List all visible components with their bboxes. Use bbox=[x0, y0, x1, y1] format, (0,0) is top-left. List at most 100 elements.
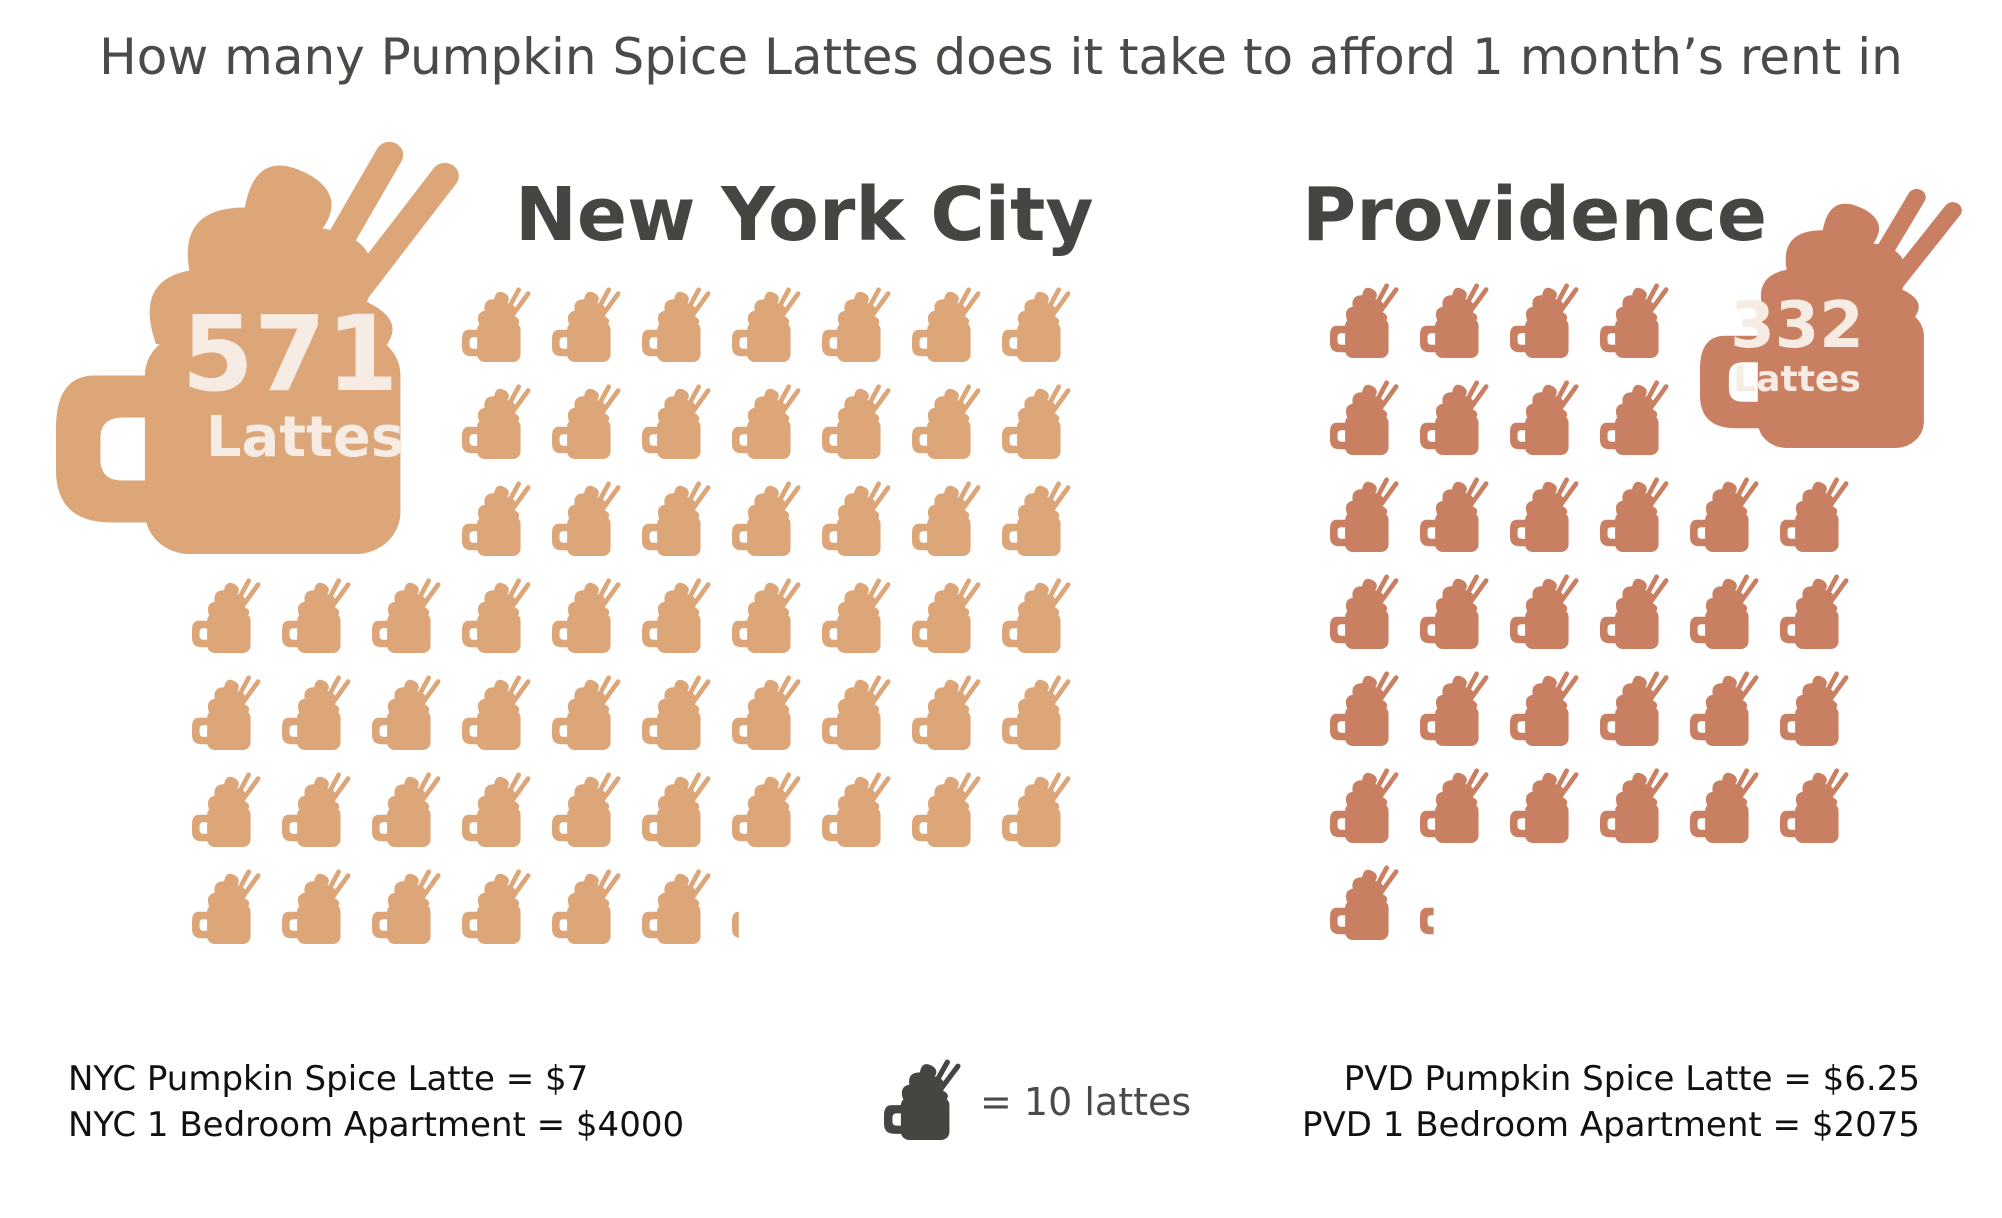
pvd-latte-icon-9 bbox=[1330, 477, 1399, 552]
nyc-latte-icon-46 bbox=[552, 772, 621, 847]
nyc-latte-icon-10 bbox=[642, 384, 711, 459]
nyc-latte-icon-55 bbox=[462, 869, 531, 944]
nyc-latte-icon-52 bbox=[192, 869, 261, 944]
nyc-latte-icon-39 bbox=[822, 675, 891, 750]
nyc-latte-icon-43 bbox=[282, 772, 351, 847]
nyc-latte-icon-13 bbox=[912, 384, 981, 459]
nyc-latte-icon-34 bbox=[372, 675, 441, 750]
nyc-latte-icon-41 bbox=[1002, 675, 1071, 750]
nyc-latte-icon-33 bbox=[282, 675, 351, 750]
nyc-latte-icon-42 bbox=[192, 772, 261, 847]
nyc-latte-icon-44 bbox=[372, 772, 441, 847]
nyc-latte-icon-12 bbox=[822, 384, 891, 459]
nyc-latte-icon-4 bbox=[732, 287, 801, 362]
nyc-latte-icon-48 bbox=[732, 772, 801, 847]
nyc-latte-icon-29 bbox=[822, 578, 891, 653]
chart-title: How many Pumpkin Spice Lattes does it ta… bbox=[99, 28, 1903, 86]
nyc-latte-icon-56 bbox=[552, 869, 621, 944]
nyc-latte-icon-2 bbox=[552, 287, 621, 362]
nyc-latte-icon-31 bbox=[1002, 578, 1071, 653]
legend-mug-icon bbox=[884, 1059, 961, 1140]
pvd-latte-icon-5 bbox=[1330, 380, 1399, 455]
pvd-latte-icon-4 bbox=[1600, 283, 1669, 358]
pvd-latte-icon-23 bbox=[1510, 671, 1579, 746]
pvd-latte-icon-27 bbox=[1330, 768, 1399, 843]
nyc-latte-icon-40 bbox=[912, 675, 981, 750]
pvd-city-title: Providence bbox=[1302, 172, 1768, 258]
nyc-latte-icon-23 bbox=[282, 578, 351, 653]
pvd-latte-icon-15 bbox=[1330, 574, 1399, 649]
nyc-latte-icon-36 bbox=[552, 675, 621, 750]
nyc-latte-icon-11 bbox=[732, 384, 801, 459]
pvd-latte-icon-33 bbox=[1330, 865, 1399, 940]
nyc-latte-icon-57 bbox=[642, 869, 711, 944]
nyc-latte-icon-54 bbox=[372, 869, 441, 944]
nyc-latte-icon-22 bbox=[192, 578, 261, 653]
nyc-footnote: NYC Pumpkin Spice Latte = $7 NYC 1 Bedro… bbox=[68, 1056, 684, 1148]
pvd-latte-icon-20 bbox=[1780, 574, 1849, 649]
nyc-hero-mug-icon bbox=[56, 141, 459, 554]
nyc-latte-icon-6 bbox=[912, 287, 981, 362]
pvd-latte-icon-30 bbox=[1600, 768, 1669, 843]
nyc-total-value: 571 bbox=[181, 293, 399, 415]
pvd-latte-icon-13 bbox=[1690, 477, 1759, 552]
nyc-latte-icon-49 bbox=[822, 772, 891, 847]
nyc-latte-icon-1 bbox=[462, 287, 531, 362]
nyc-latte-icon-9 bbox=[552, 384, 621, 459]
pvd-latte-icon-28 bbox=[1420, 768, 1489, 843]
nyc-latte-icon-15 bbox=[462, 481, 531, 556]
nyc-latte-icon-26 bbox=[552, 578, 621, 653]
nyc-latte-icon-21 bbox=[1002, 481, 1071, 556]
pvd-latte-icon-3 bbox=[1510, 283, 1579, 358]
pvd-latte-icon-14 bbox=[1780, 477, 1849, 552]
pvd-latte-icon-26 bbox=[1780, 671, 1849, 746]
nyc-latte-icon-19 bbox=[822, 481, 891, 556]
nyc-latte-icon-7 bbox=[1002, 287, 1071, 362]
pvd-latte-icon-11 bbox=[1510, 477, 1579, 552]
pvd-latte-icon-19 bbox=[1690, 574, 1759, 649]
nyc-latte-icon-30 bbox=[912, 578, 981, 653]
nyc-latte-icon-28 bbox=[732, 578, 801, 653]
pvd-latte-icon-8 bbox=[1600, 380, 1669, 455]
pvd-latte-icon-1 bbox=[1330, 283, 1399, 358]
pvd-total-value: 332 bbox=[1730, 289, 1864, 363]
nyc-latte-icon-53 bbox=[282, 869, 351, 944]
nyc-latte-icon-5 bbox=[822, 287, 891, 362]
pvd-latte-icon-7 bbox=[1510, 380, 1579, 455]
pvd-rent: PVD 1 Bedroom Apartment = $2075 bbox=[1302, 1105, 1920, 1145]
nyc-latte-price: NYC Pumpkin Spice Latte = $7 bbox=[68, 1059, 589, 1099]
nyc-latte-icon-35 bbox=[462, 675, 531, 750]
nyc-latte-icon-50 bbox=[912, 772, 981, 847]
nyc-latte-icon-16 bbox=[552, 481, 621, 556]
nyc-latte-icon-37 bbox=[642, 675, 711, 750]
pvd-latte-icon-17 bbox=[1510, 574, 1579, 649]
pvd-latte-icon-32 bbox=[1780, 768, 1849, 843]
pvd-latte-icon-2 bbox=[1420, 283, 1489, 358]
nyc-latte-icon-45 bbox=[462, 772, 531, 847]
pvd-latte-icon-29 bbox=[1510, 768, 1579, 843]
pvd-latte-icon-6 bbox=[1420, 380, 1489, 455]
nyc-latte-icon-18 bbox=[732, 481, 801, 556]
pvd-latte-icon-10 bbox=[1420, 477, 1489, 552]
pvd-latte-icon-22 bbox=[1420, 671, 1489, 746]
nyc-total-unit: Lattes bbox=[205, 405, 405, 470]
nyc-latte-icon-17 bbox=[642, 481, 711, 556]
pvd-latte-icon-31 bbox=[1690, 768, 1759, 843]
pvd-latte-icon-25 bbox=[1690, 671, 1759, 746]
pvd-footnote: PVD Pumpkin Spice Latte = $6.25 PVD 1 Be… bbox=[1280, 1056, 1920, 1148]
nyc-latte-icon-27 bbox=[642, 578, 711, 653]
pvd-latte-icon-24 bbox=[1600, 671, 1669, 746]
nyc-latte-icon-3 bbox=[642, 287, 711, 362]
pvd-latte-icon-12 bbox=[1600, 477, 1669, 552]
pvd-hero-mug-icon bbox=[1700, 188, 1962, 448]
nyc-latte-icon-14 bbox=[1002, 384, 1071, 459]
nyc-latte-icon-38 bbox=[732, 675, 801, 750]
nyc-latte-icon-8 bbox=[462, 384, 531, 459]
pvd-latte-price: PVD Pumpkin Spice Latte = $6.25 bbox=[1343, 1059, 1920, 1099]
pvd-latte-icon-16 bbox=[1420, 574, 1489, 649]
pvd-latte-icon-18 bbox=[1600, 574, 1669, 649]
nyc-latte-icon-47 bbox=[642, 772, 711, 847]
nyc-latte-icon-32 bbox=[192, 675, 261, 750]
nyc-latte-icon-51 bbox=[1002, 772, 1071, 847]
